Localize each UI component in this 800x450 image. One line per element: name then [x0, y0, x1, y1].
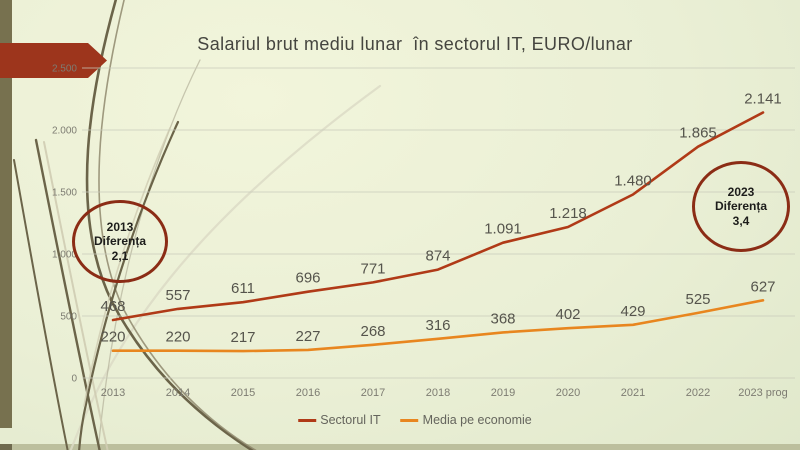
legend-swatch-media-pe-economie	[400, 418, 419, 422]
data-label: 627	[750, 278, 775, 295]
x-tick-label: 2018	[426, 387, 450, 399]
data-label: 557	[165, 287, 190, 304]
left-accent-band	[0, 0, 12, 428]
y-tick-label: 2.000	[52, 126, 77, 137]
data-label: 1.865	[679, 125, 717, 142]
series-line-media-pe-economie	[111, 298, 765, 353]
y-tick-label: 2.500	[52, 64, 77, 75]
data-label: 771	[360, 260, 385, 277]
x-tick-label: 2017	[361, 387, 385, 399]
bottom-accent-strip	[0, 444, 800, 450]
data-label: 429	[620, 303, 645, 320]
data-label: 368	[490, 310, 515, 327]
annotation-year: 2023	[727, 184, 755, 199]
data-label: 220	[165, 329, 190, 346]
data-label: 402	[555, 306, 580, 323]
y-tick-label: 0	[71, 374, 77, 385]
legend-label: Media pe economie	[422, 413, 532, 427]
x-tick-label: 2021	[621, 387, 645, 399]
bottom-accent-strip-left	[0, 444, 12, 450]
x-tick-label: 2014	[166, 387, 190, 399]
data-label: 696	[295, 270, 320, 287]
y-tick-label: 1.000	[52, 250, 77, 261]
data-label: 217	[230, 329, 255, 346]
annotation-year: 2013	[106, 219, 134, 234]
x-tick-label: 2022	[686, 387, 710, 399]
arrow-ribbon	[0, 43, 107, 78]
legend-swatch-sectorul-it	[298, 418, 317, 422]
data-label: 316	[425, 317, 450, 334]
annotation-value: 3,4	[732, 213, 750, 228]
legend-label: Sectorul IT	[320, 413, 381, 427]
difference-annotation-2023: 2023 Diferența 3,4	[692, 161, 790, 252]
y-tick-label: 500	[60, 312, 77, 323]
data-label: 468	[100, 298, 125, 315]
difference-annotation-2013: 2013 Diferența 2,1	[72, 200, 168, 283]
y-tick-label: 1.500	[52, 188, 77, 199]
data-label: 525	[685, 291, 710, 308]
data-label: 611	[231, 280, 255, 297]
x-tick-label: 2013	[101, 387, 125, 399]
data-label: 2.141	[744, 91, 782, 108]
annotation-label: Diferența	[714, 199, 767, 214]
x-tick-label: 2016	[296, 387, 320, 399]
legend-item-sectorul-it: Sectorul IT	[298, 413, 381, 427]
slide-title: Salariul brut mediu lunar în sectorul IT…	[197, 34, 633, 54]
x-tick-label: 2023 prog	[738, 387, 788, 399]
x-tick-label: 2020	[556, 387, 580, 399]
annotation-label: Diferența	[93, 234, 146, 249]
legend-item-media-pe-economie: Media pe economie	[400, 413, 532, 427]
data-label: 1.091	[484, 221, 522, 238]
x-tick-label: 2015	[231, 387, 255, 399]
chart-legend: Sectorul IT Media pe economie	[298, 413, 532, 427]
data-label: 268	[360, 323, 385, 340]
data-label: 227	[295, 328, 320, 345]
data-label: 1.480	[614, 172, 652, 189]
data-label: 1.218	[549, 205, 587, 222]
vine-curves	[13, 0, 382, 450]
annotation-value: 2,1	[111, 248, 129, 263]
data-label: 220	[100, 329, 125, 346]
series-line-sectorul-it	[111, 111, 765, 322]
data-label: 874	[425, 248, 450, 265]
x-tick-label: 2019	[491, 387, 515, 399]
